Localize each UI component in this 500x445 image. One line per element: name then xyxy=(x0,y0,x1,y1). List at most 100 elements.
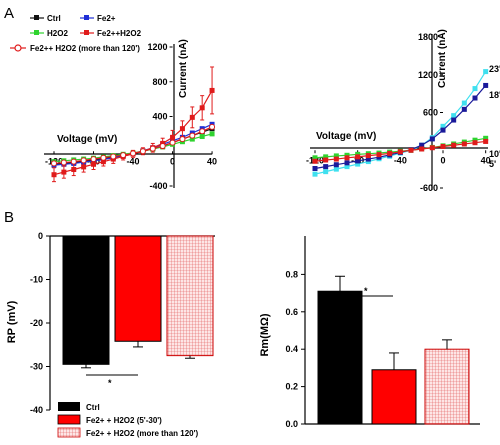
data-point xyxy=(451,142,457,148)
data-point xyxy=(209,123,216,130)
data-point xyxy=(344,160,350,166)
significance-star: * xyxy=(108,378,112,388)
data-point xyxy=(483,138,489,144)
legend-marker-fe2 xyxy=(84,15,89,20)
y-tick-label: 1800 xyxy=(418,32,438,42)
legend-label-ctrl: Ctrl xyxy=(47,14,61,23)
data-point xyxy=(365,153,371,159)
data-point xyxy=(149,145,156,152)
data-point xyxy=(312,158,318,164)
data-point xyxy=(100,159,106,165)
legend-label-fe-h2o2-long: Fe2+ + H2O2 (more than 120') xyxy=(86,429,199,438)
data-point xyxy=(355,161,361,167)
data-point xyxy=(61,169,67,175)
y-tick-label: -400 xyxy=(150,181,168,191)
legend-swatch-ctrl xyxy=(58,402,80,411)
series-label-18: 18' xyxy=(489,90,500,100)
bar xyxy=(317,290,363,425)
data-point xyxy=(451,117,457,123)
y-axis-label: Current (nA) xyxy=(178,39,189,98)
x-tick-label: 0 xyxy=(440,155,445,165)
data-point xyxy=(80,157,87,164)
legend-label-fe2: Fe2+ xyxy=(97,14,116,23)
data-point xyxy=(189,132,196,139)
legend-label-ctrl: Ctrl xyxy=(86,403,100,412)
data-point xyxy=(51,172,57,178)
data-point xyxy=(323,164,329,170)
y-tick-label: 0.0 xyxy=(285,419,298,429)
data-point xyxy=(51,160,57,167)
legend-label-fe-h2o2: Fe2+ + H2O2 (5'-30') xyxy=(86,416,162,425)
data-point xyxy=(440,123,446,129)
y-tick-label: 0.2 xyxy=(285,382,298,392)
data-point xyxy=(365,159,371,165)
data-point xyxy=(333,162,339,168)
bar xyxy=(371,369,417,425)
y-tick-label: 0.4 xyxy=(285,344,298,354)
y-tick-label: 1200 xyxy=(148,42,168,52)
data-point xyxy=(209,131,215,137)
panel-b-label: B xyxy=(4,209,14,226)
iv-chart-left: Voltage (mV) Current (nA) -120-80-40040-… xyxy=(10,14,217,191)
data-point xyxy=(483,135,489,141)
data-point xyxy=(199,105,205,111)
panel-a-label: A xyxy=(4,5,14,22)
legend-label-fe-h2o2-long: Fe2++ H2O2 (more than 120') xyxy=(30,44,140,53)
legend-b: Ctrl Fe2+ + H2O2 (5'-30') Fe2+ + H2O2 (m… xyxy=(57,402,199,438)
y-axis-label: Rm(MΩ) xyxy=(259,313,271,356)
data-point xyxy=(169,139,176,146)
legend: Ctrl Fe2+ H2O2 Fe2++H2O2 Fe2++ H2O2 (mor… xyxy=(10,14,142,53)
data-point xyxy=(461,141,467,147)
y-tick-label: -10 xyxy=(30,275,43,285)
data-point xyxy=(179,126,185,132)
legend-swatch-fe-h2o2 xyxy=(57,414,81,425)
data-point xyxy=(170,134,176,140)
y-tick-label: 600 xyxy=(423,108,438,118)
x-axis-label: Voltage (mV) xyxy=(316,131,376,142)
data-point xyxy=(100,154,107,161)
data-point xyxy=(472,86,478,92)
data-point xyxy=(323,169,329,175)
data-point xyxy=(472,140,478,146)
legend-marker-fe-h2o2-long xyxy=(14,44,22,52)
data-point xyxy=(130,150,137,157)
bar xyxy=(166,235,214,357)
data-point xyxy=(199,133,205,139)
data-point xyxy=(323,154,329,160)
rm-bar-chart: Rm(MΩ) 0.0 0.2 0.4 0.6 0.8 * xyxy=(259,236,480,429)
series-label-5: 5' xyxy=(489,159,496,169)
y-tick-label: 0.6 xyxy=(285,307,298,317)
data-point xyxy=(323,157,329,163)
iv-chart-right: Voltage (mV) Current (nA) -120-80-40040-… xyxy=(306,29,500,193)
data-point xyxy=(472,137,478,143)
data-point xyxy=(70,158,77,165)
data-point xyxy=(91,161,97,167)
data-point xyxy=(365,156,371,162)
y-tick-label: -40 xyxy=(30,405,43,415)
data-point xyxy=(312,171,318,177)
data-point xyxy=(344,152,350,158)
data-point xyxy=(429,136,435,142)
y-tick-label: 0.8 xyxy=(285,269,298,279)
legend-label-h2o2: H2O2 xyxy=(47,29,68,38)
bar xyxy=(62,235,110,365)
legend-label-fe-h2o2: Fe2++H2O2 xyxy=(97,29,142,38)
legend-marker-h2o2 xyxy=(34,30,39,35)
data-point xyxy=(139,148,146,155)
data-point xyxy=(312,155,318,161)
y-tick-label: 1200 xyxy=(418,70,438,80)
data-point xyxy=(60,159,67,166)
data-point xyxy=(179,136,186,143)
data-point xyxy=(429,145,435,151)
data-point xyxy=(333,166,339,172)
series-label-23: 23' xyxy=(489,64,500,74)
data-point xyxy=(397,149,403,155)
x-tick-label: -40 xyxy=(394,155,407,165)
data-point xyxy=(344,155,350,161)
bar xyxy=(114,235,162,342)
data-point xyxy=(440,127,446,133)
data-point xyxy=(81,164,87,170)
data-point xyxy=(333,153,339,159)
y-axis-label: Current (nA) xyxy=(437,29,448,88)
